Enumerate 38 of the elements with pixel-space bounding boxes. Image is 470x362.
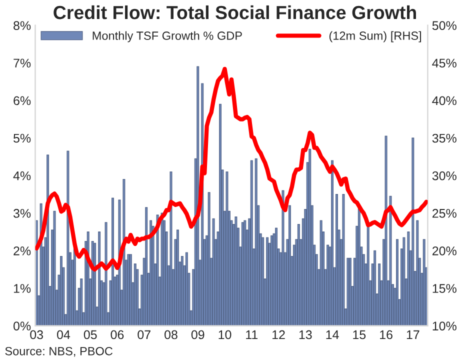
- x-tick-label: 17: [406, 330, 420, 340]
- x-tick-label: 12: [272, 330, 285, 340]
- legend-label: Monthly TSF Growth % GDP: [92, 31, 242, 42]
- x-tick-label: 13: [299, 330, 312, 340]
- y-tick-label: 7%: [14, 58, 31, 68]
- y2-tick-label: 35%: [432, 134, 456, 143]
- y-tick-label: 8%: [14, 21, 31, 30]
- source-note: Source: NBS, PBOC: [5, 346, 113, 357]
- y2-tick-label: 45%: [432, 58, 456, 68]
- y-tick-label: 6%: [14, 96, 31, 106]
- y-tick-label: 0%: [14, 322, 31, 330]
- x-tick-label: 09: [191, 330, 204, 340]
- y2-tick-label: 50%: [432, 21, 456, 30]
- y-tick-label: 3%: [13, 208, 31, 218]
- x-tick-label: 16: [380, 330, 392, 340]
- x-tick-label: 05: [84, 330, 97, 340]
- x-tick-label: 15: [353, 330, 366, 340]
- line-series: [35, 66, 428, 272]
- y2-tick-label: 15%: [432, 284, 456, 293]
- x-tick-label: 10: [218, 330, 232, 340]
- legend-label: (12m Sum) [RHS]: [329, 31, 422, 42]
- y2-tick-label: 25%: [432, 208, 456, 218]
- y-tick-label: 1%: [14, 284, 31, 293]
- chart-title: Credit Flow: Total Social Finance Growth: [54, 5, 416, 20]
- y2-tick-label: 10%: [432, 322, 456, 330]
- y-tick-label: 4%: [13, 171, 31, 180]
- x-tick-label: 14: [326, 330, 339, 340]
- y2-tick-label: 30%: [432, 171, 456, 180]
- x-tick-label: 03: [30, 330, 43, 340]
- x-tick-label: 11: [246, 330, 258, 340]
- y2-tick-label: 40%: [432, 96, 456, 106]
- x-tick-label: 04: [57, 330, 70, 340]
- x-tick-label: 07: [138, 330, 150, 340]
- y-tick-label: 2%: [14, 246, 31, 256]
- x-tick-label: 06: [110, 330, 124, 340]
- y2-tick-label: 20%: [432, 246, 456, 256]
- y-tick-label: 5%: [14, 134, 31, 143]
- x-tick-label: 08: [164, 330, 178, 340]
